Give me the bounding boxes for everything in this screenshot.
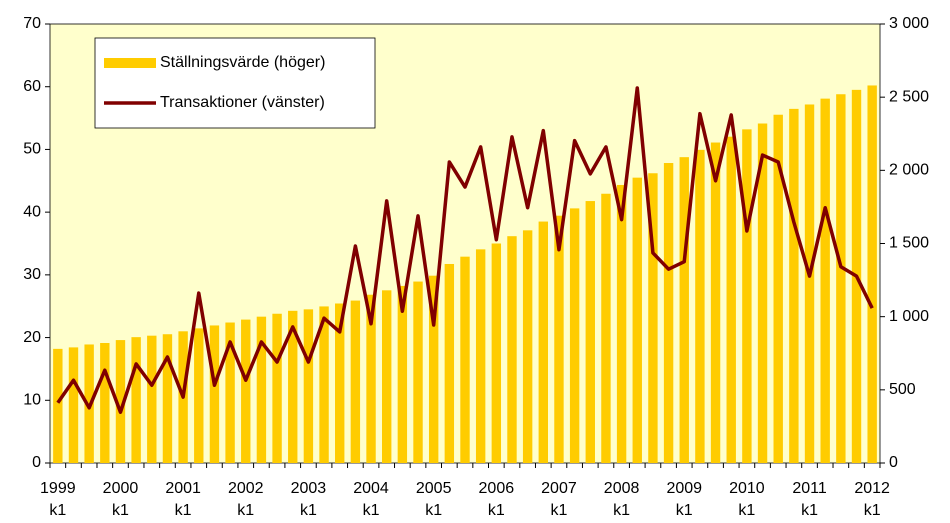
x-tick-label: 1999 k1 [40, 480, 76, 519]
bar [710, 142, 721, 463]
y2-tick-label: 3 000 [889, 15, 929, 32]
bar [773, 114, 783, 463]
legend-label: Ställningsvärde (höger) [160, 54, 325, 71]
bar [303, 309, 314, 463]
bar [319, 306, 329, 463]
x-tick-label: 2000 k1 [102, 480, 139, 519]
bar [569, 208, 580, 463]
bar [397, 285, 408, 463]
bar [100, 343, 110, 463]
bar [53, 348, 63, 463]
bar [460, 256, 470, 463]
x-tick-label: 2010 k1 [729, 480, 765, 519]
bar [554, 215, 564, 463]
bar [147, 335, 157, 463]
y2-tick-label: 0 [889, 454, 898, 471]
x-tick-label: 2001 k1 [165, 480, 201, 519]
bar [413, 281, 423, 463]
line [56, 86, 874, 414]
y2-tick-label: 1 000 [889, 308, 929, 325]
bar [350, 300, 361, 463]
bar [726, 136, 736, 463]
bar [804, 104, 815, 463]
x-tick-label: 2008 k1 [603, 480, 640, 519]
bar [757, 123, 768, 464]
x-tick-label: 2003 k1 [290, 480, 327, 519]
x-tick-label: 2006 k1 [478, 480, 515, 519]
bar [695, 149, 705, 463]
bar [632, 177, 642, 463]
bar [241, 319, 251, 463]
bar [867, 85, 877, 464]
bar [115, 340, 126, 463]
bar [836, 94, 846, 464]
x-tick-label: 2011 k1 [792, 480, 827, 519]
y-tick-label: 10 [23, 392, 41, 409]
bar [475, 249, 486, 463]
bar [601, 193, 611, 463]
bar [335, 303, 345, 463]
legend-label: Transaktioner (vänster) [160, 94, 325, 111]
y-tick-label: 20 [23, 329, 41, 346]
y-tick-label: 0 [32, 454, 41, 471]
bar [131, 337, 141, 463]
bar [428, 275, 439, 463]
bar [742, 129, 752, 464]
y2-tick-label: 1 500 [889, 235, 929, 252]
y-tick-label: 40 [23, 203, 41, 220]
bar [194, 328, 204, 463]
bar [272, 313, 282, 463]
x-tick-label: 2004 k1 [353, 480, 389, 519]
x-tick-label: 2005 k1 [415, 480, 452, 519]
bar [162, 334, 173, 463]
y-tick-label: 60 [23, 78, 41, 95]
bar [382, 290, 392, 463]
bar [585, 201, 595, 463]
bar [648, 173, 658, 463]
bar [522, 230, 533, 463]
bar [288, 310, 298, 463]
bar [789, 108, 799, 463]
bar [68, 347, 79, 463]
bar [256, 316, 267, 463]
x-tick-label: 2002 k1 [227, 480, 264, 519]
y-tick-label: 50 [23, 141, 41, 158]
bar [225, 322, 235, 463]
x-tick-label: 2009 k1 [666, 480, 703, 519]
y-tick-label: 30 [23, 266, 41, 283]
bar [538, 221, 548, 463]
y-tick-label: 70 [23, 15, 41, 32]
bar [491, 243, 502, 463]
bar [444, 263, 455, 463]
bar [679, 157, 689, 463]
bar [820, 98, 830, 463]
x-tick-label: 2007 k1 [541, 480, 577, 519]
y2-tick-label: 2 000 [889, 162, 929, 179]
bar [507, 236, 517, 463]
bar [616, 184, 627, 463]
y2-tick-label: 500 [889, 381, 916, 398]
bar [663, 163, 674, 463]
x-tick-label: 2012 k1 [854, 480, 890, 519]
bar [209, 325, 220, 463]
y2-tick-label: 2 500 [889, 88, 929, 105]
legend-swatch [104, 58, 156, 68]
bar [366, 294, 376, 463]
legend-box [94, 37, 376, 129]
